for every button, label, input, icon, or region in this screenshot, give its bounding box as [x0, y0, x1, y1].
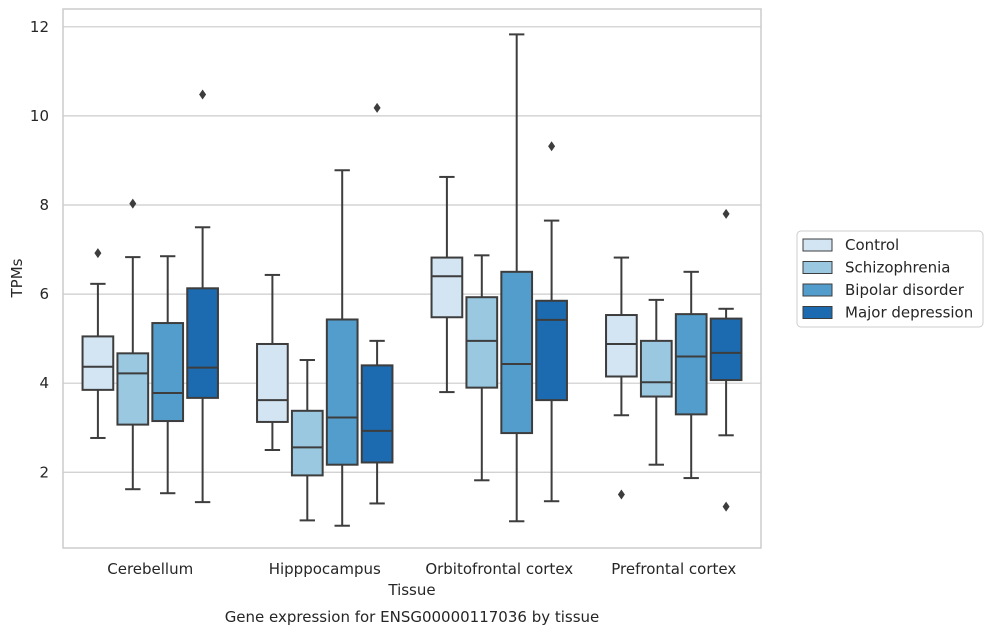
- box-body: [639, 339, 673, 398]
- box-major-depression: [360, 102, 394, 505]
- legend-label: Schizophrenia: [845, 259, 950, 277]
- outlier-point: [129, 198, 137, 209]
- box-bipolar-disorder: [325, 169, 359, 527]
- box-body: [81, 335, 115, 391]
- y-tick-label: 4: [39, 374, 49, 392]
- box-body: [256, 342, 289, 423]
- chart-title: Gene expression for ENSG00000117036 by t…: [225, 608, 600, 626]
- x-tick-label: Cerebellum: [107, 560, 193, 578]
- legend: Control Schizophrenia Bipolar disorder Majo…: [796, 230, 984, 328]
- box-schizophrenia: [465, 254, 499, 482]
- outlier-point: [722, 501, 730, 512]
- box-body: [674, 313, 708, 416]
- box-bipolar-disorder: [674, 270, 708, 480]
- box-schizophrenia: [116, 198, 150, 491]
- y-axis-label: TPMs: [8, 258, 26, 298]
- box-major-depression: [535, 141, 568, 503]
- y-tick-label: 12: [30, 18, 49, 36]
- y-tick-label: 8: [39, 196, 49, 214]
- legend-swatch: [802, 238, 833, 252]
- box-control: [81, 248, 115, 439]
- box-bipolar-disorder: [151, 255, 185, 495]
- outlier-point: [548, 141, 556, 152]
- box-body: [430, 256, 464, 319]
- box-body: [360, 364, 394, 464]
- x-tick-labels: Cerebellum Hipppocampus Orbitofrontal cort…: [107, 560, 736, 578]
- y-tick-labels: 2 4 6 8 10 12: [30, 18, 49, 481]
- box-schizophrenia: [290, 359, 324, 522]
- plot-frame: [62, 8, 762, 549]
- legend-swatch: [802, 283, 833, 297]
- box-major-depression: [186, 89, 219, 504]
- box-schizophrenia: [639, 298, 673, 466]
- box-body: [116, 352, 150, 426]
- x-tick-label: Hipppocampus: [269, 560, 381, 578]
- boxes: [81, 33, 743, 527]
- outlier-point: [617, 489, 625, 500]
- plot-background: [63, 9, 761, 548]
- box-body: [500, 270, 534, 435]
- y-tick-label: 2: [39, 463, 49, 481]
- box-bipolar-disorder: [500, 33, 534, 523]
- y-tick-label: 6: [39, 285, 49, 303]
- legend-swatch: [802, 306, 833, 319]
- outlier-point: [199, 89, 207, 100]
- box-body: [709, 317, 743, 382]
- box-control: [605, 256, 638, 500]
- outlier-point: [373, 102, 381, 113]
- x-axis-label: Tissue: [387, 581, 435, 599]
- box-body: [186, 287, 219, 399]
- legend-label: Major depression: [845, 304, 973, 322]
- box-major-depression: [709, 208, 743, 512]
- box-body: [325, 318, 359, 466]
- x-tick-label: Orbitofrontal cortex: [425, 560, 573, 578]
- legend-label: Bipolar disorder: [845, 281, 965, 299]
- box-control: [256, 273, 289, 451]
- legend-label: Control: [845, 236, 899, 254]
- box-body: [151, 322, 185, 423]
- outlier-point: [722, 208, 730, 219]
- outlier-point: [94, 248, 102, 259]
- box-control: [430, 175, 464, 394]
- x-tick-label: Prefrontal cortex: [611, 560, 736, 578]
- box-body: [535, 299, 568, 402]
- box-body: [290, 409, 324, 477]
- box-body: [465, 296, 499, 389]
- legend-frame: [796, 230, 984, 328]
- box-body: [605, 314, 638, 378]
- legend-swatch: [802, 261, 833, 274]
- y-tick-label: 10: [30, 107, 49, 125]
